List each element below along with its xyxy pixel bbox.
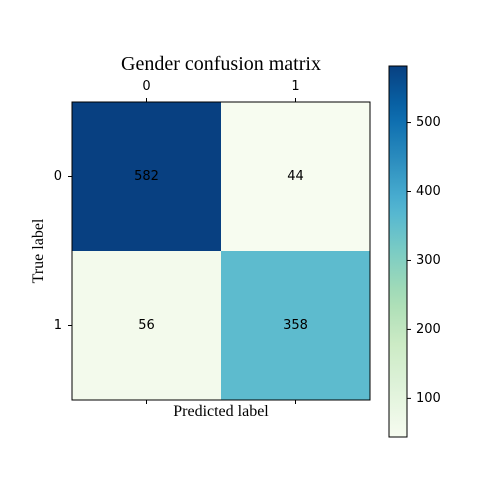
chart-title: Gender confusion matrix: [121, 53, 321, 75]
cell-value-label: 582: [134, 169, 159, 184]
colorbar-tick-label: 400: [416, 184, 441, 199]
colorbar-tick-label: 500: [416, 115, 441, 130]
cell-value-label: 358: [283, 318, 308, 333]
plot-frame: [71, 101, 371, 401]
colorbar-tick-label: 300: [416, 253, 441, 268]
cell-value-label: 56: [138, 318, 155, 333]
heatmap-cell: [72, 102, 221, 251]
colorbar-tick-label: 200: [416, 322, 441, 337]
cell-value-label: 44: [287, 169, 304, 184]
colorbar-tick-label: 100: [416, 391, 441, 406]
heatmap-cells: 582 44 56 358: [72, 102, 370, 400]
colorbar-ticks: 100 200 300 400 500: [407, 115, 441, 406]
x-tick-label: 1: [291, 79, 299, 94]
y-axis-label: True label: [30, 218, 47, 283]
heatmap-cell: [221, 102, 370, 251]
heatmap-cell: [72, 251, 221, 400]
y-axis-ticks: 01: [54, 169, 72, 333]
colorbar: [388, 65, 408, 438]
x-axis-label: Predicted label: [173, 403, 269, 420]
y-tick-label: 0: [54, 169, 62, 184]
heatmap-cell: [221, 251, 370, 400]
y-tick-label: 1: [54, 318, 62, 333]
x-tick-label: 0: [142, 79, 150, 94]
